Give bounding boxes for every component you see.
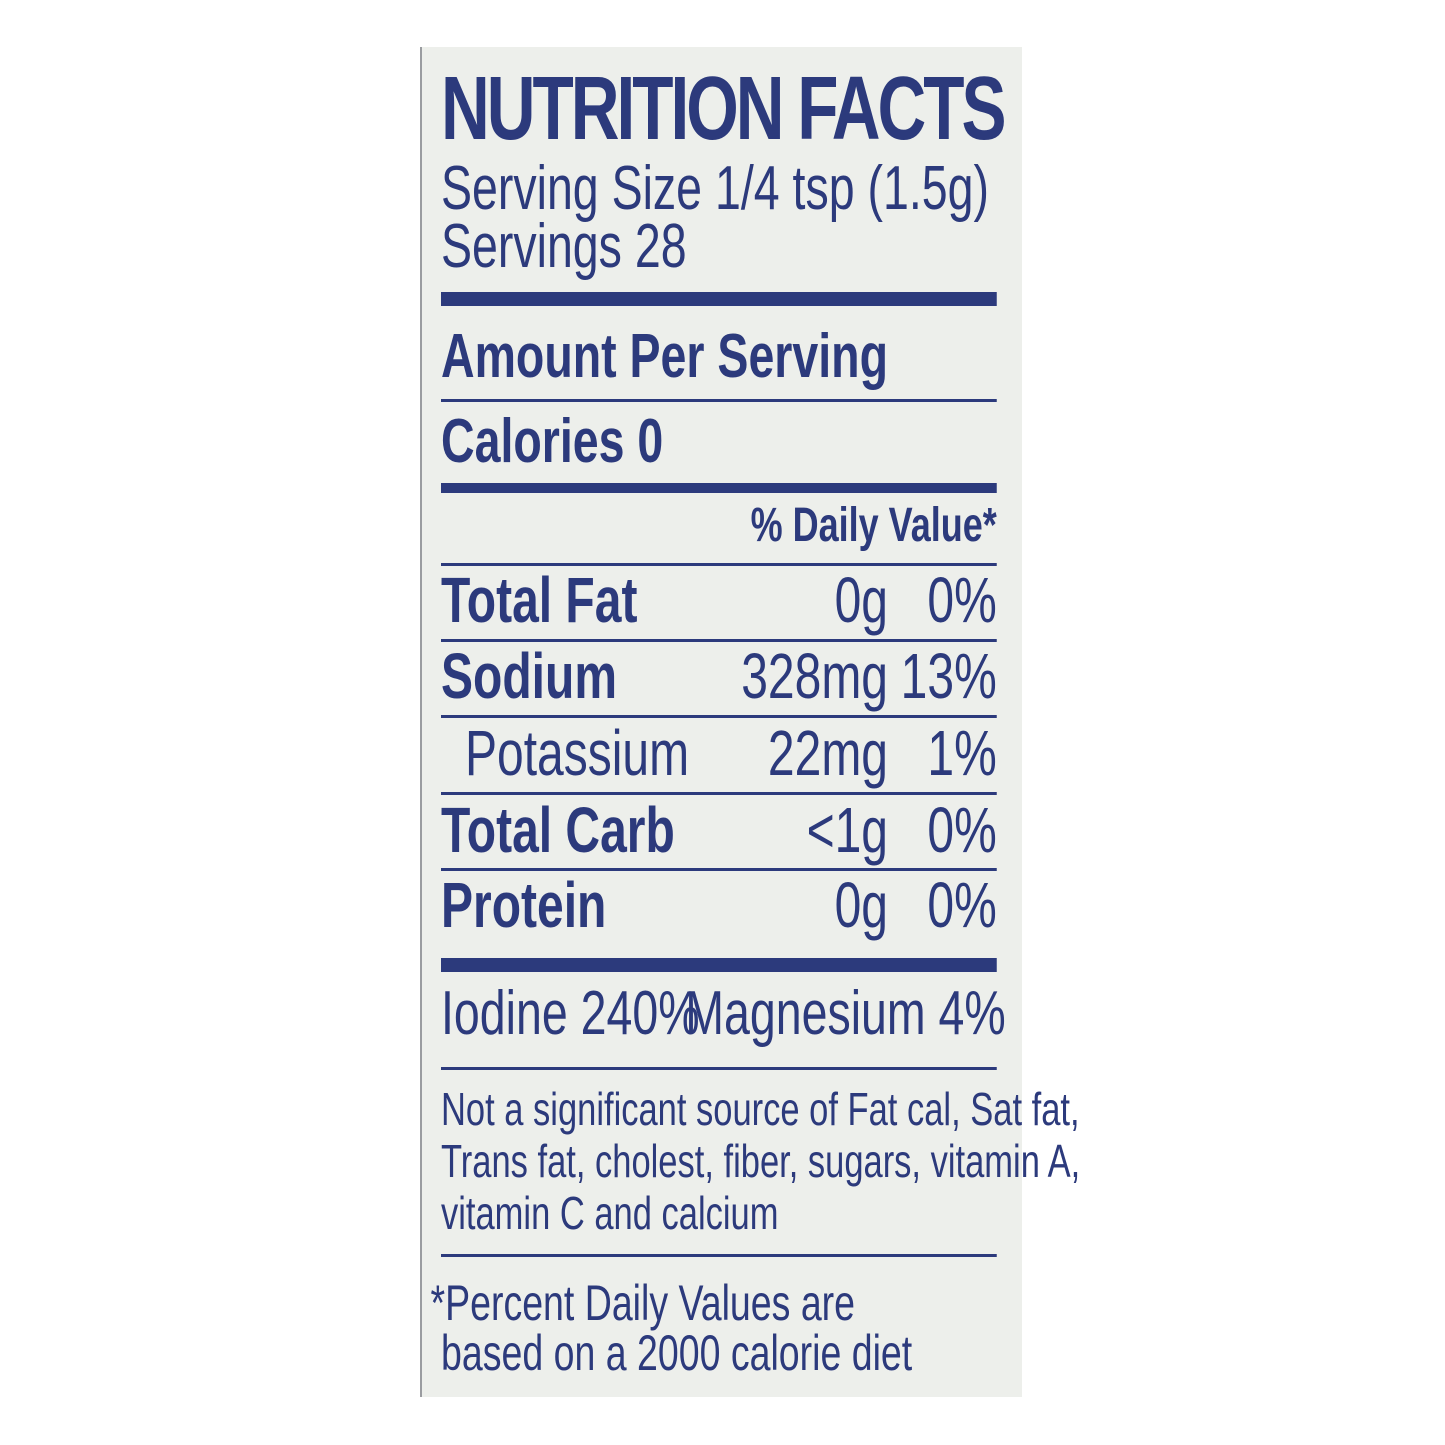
medium-divider xyxy=(441,483,997,493)
nutrient-amount: 22mg xyxy=(767,717,888,789)
nutrient-amount: <1g xyxy=(806,794,888,866)
footnote-line: *Percent Daily Values are xyxy=(430,1275,856,1331)
thick-divider xyxy=(441,958,997,972)
nutrient-dv: 0% xyxy=(927,794,997,866)
footnote-line: based on a 2000 calorie diet xyxy=(441,1325,913,1381)
serving-size: Serving Size 1/4 tsp (1.5g) xyxy=(441,154,989,223)
daily-value-header: % Daily Value* xyxy=(750,499,997,552)
nutrient-name: Sodium xyxy=(441,640,617,712)
nutrient-amount: 0g xyxy=(834,869,888,941)
thin-divider xyxy=(441,1067,997,1070)
nutrient-dv: 0% xyxy=(927,564,997,636)
thin-divider xyxy=(441,715,997,718)
not-significant-line: Not a significant source of Fat cal, Sat… xyxy=(441,1083,1080,1135)
nutrient-amount: 328mg xyxy=(741,640,888,712)
nutrient-dv: 13% xyxy=(900,640,997,712)
magnesium-value: Magnesium 4% xyxy=(685,979,1006,1048)
thin-divider xyxy=(441,1254,997,1257)
nutrient-dv: 1% xyxy=(927,717,997,789)
not-significant-line: Trans fat, cholest, fiber, sugars, vitam… xyxy=(441,1135,1081,1187)
thin-divider xyxy=(441,868,997,871)
servings-per-container: Servings 28 xyxy=(441,212,687,281)
thin-divider xyxy=(441,792,997,795)
thin-divider xyxy=(441,639,997,642)
nutrient-dv: 0% xyxy=(927,869,997,941)
nutrition-facts-content: NUTRITION FACTS Serving Size 1/4 tsp (1.… xyxy=(431,0,1081,1445)
thin-divider xyxy=(441,563,997,566)
amount-per-serving: Amount Per Serving xyxy=(441,322,888,391)
not-significant-line: vitamin C and calcium xyxy=(441,1187,779,1239)
nutrient-name: Protein xyxy=(441,869,607,941)
iodine-value: Iodine 240% xyxy=(441,979,700,1048)
nutrient-name: Potassium xyxy=(465,717,690,789)
nutrition-label-panel xyxy=(420,47,1022,1397)
nutrient-name: Total Carb xyxy=(441,794,675,866)
calories: Calories 0 xyxy=(441,407,664,476)
nutrient-name: Total Fat xyxy=(441,564,638,636)
thick-divider xyxy=(441,292,997,306)
thin-divider xyxy=(441,399,997,402)
label-title: NUTRITION FACTS xyxy=(441,59,1006,159)
nutrient-amount: 0g xyxy=(834,564,888,636)
